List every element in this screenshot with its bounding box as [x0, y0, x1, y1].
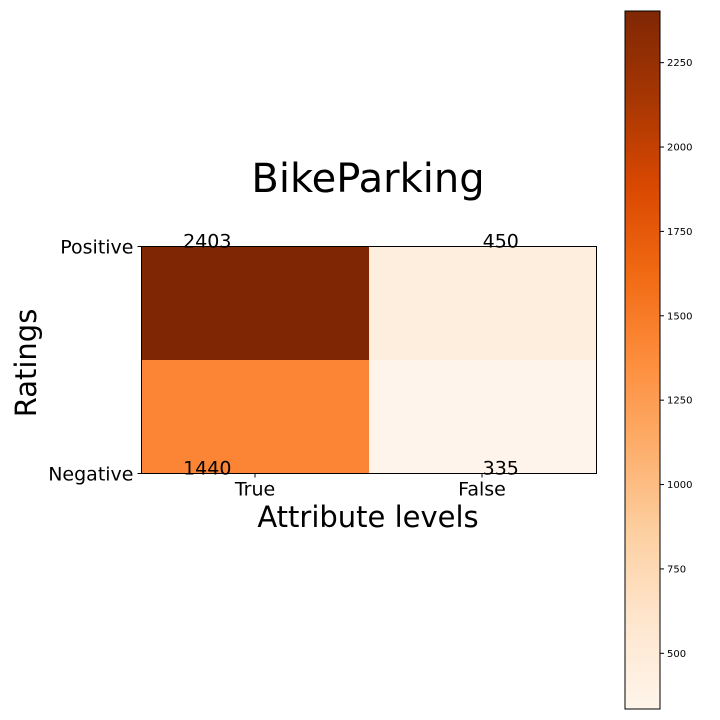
x-axis-label: Attribute levels: [257, 500, 478, 534]
colorbar-tick-label: 2250: [667, 58, 692, 69]
chart-title: BikeParking: [251, 156, 484, 202]
value-label: 2403: [183, 231, 231, 253]
heatmap-cell: [141, 246, 369, 360]
x-axis-ticks: True False: [234, 473, 506, 501]
colorbar-tick-label: 1250: [667, 396, 692, 407]
value-label: 450: [483, 231, 519, 253]
heatmap-cell: [369, 246, 597, 360]
colorbar-tick-label: 1500: [667, 311, 692, 322]
value-label: 1440: [183, 458, 231, 480]
plot-frame: [141, 246, 597, 474]
heatmap-cell: [141, 360, 369, 474]
colorbar-tick-label: 2000: [667, 143, 692, 154]
colorbar-tick-label: 1750: [667, 227, 692, 238]
y-tick-label: Positive: [60, 237, 133, 259]
heatmap-cells: [141, 246, 597, 474]
y-tick-label: Negative: [48, 464, 133, 486]
y-axis-ticks: Positive Negative: [48, 237, 142, 486]
heatmap-cell: [369, 360, 597, 474]
colorbar-tick-label: 500: [667, 649, 686, 660]
x-tick-label: True: [234, 479, 275, 501]
colorbar: [624, 10, 661, 710]
colorbar-tick-label: 750: [667, 564, 686, 575]
x-tick-label: False: [458, 479, 506, 501]
y-axis-label: Ratings: [9, 309, 43, 418]
value-label: 335: [483, 458, 519, 480]
value-labels: 2403 450 1440 335: [183, 231, 519, 480]
colorbar-ticks: 500 750 1000 1250 1500 1750 2000 2250: [660, 58, 692, 660]
colorbar-tick-label: 1000: [667, 480, 692, 491]
